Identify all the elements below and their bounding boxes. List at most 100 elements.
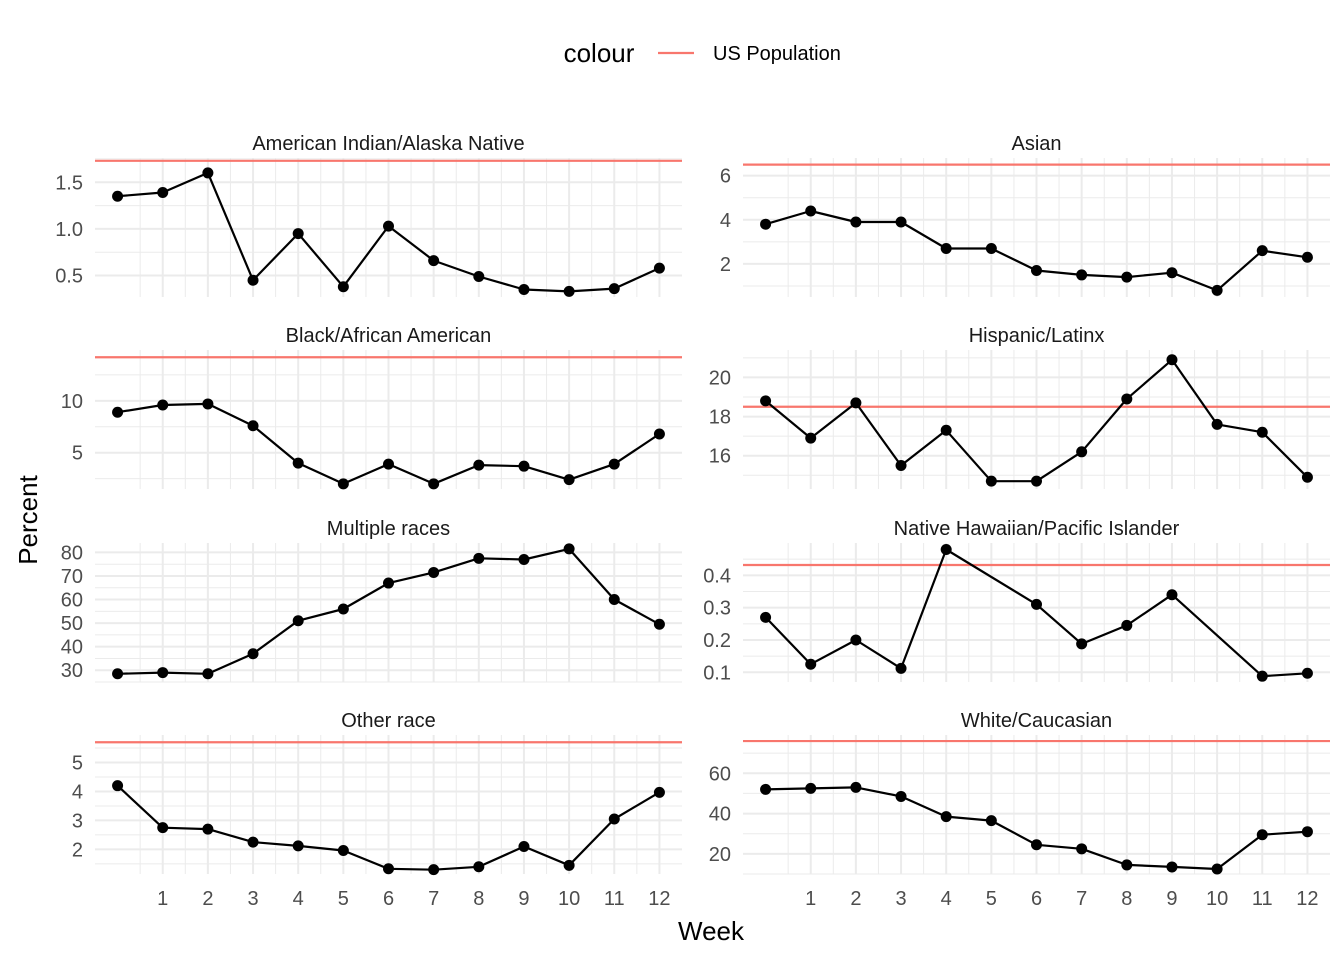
data-point bbox=[247, 274, 259, 286]
legend-title: colour bbox=[564, 38, 635, 68]
data-point bbox=[1121, 859, 1133, 871]
data-point bbox=[653, 262, 665, 274]
facet-title: Asian bbox=[1011, 133, 1061, 155]
data-point bbox=[337, 603, 349, 615]
data-point bbox=[805, 432, 817, 444]
facet-title: Multiple races bbox=[327, 518, 450, 540]
y-tick-label: 40 bbox=[709, 804, 731, 826]
data-point bbox=[1256, 426, 1268, 438]
data-point bbox=[518, 460, 530, 472]
data-point bbox=[383, 458, 394, 470]
x-tick-label: 3 bbox=[895, 888, 906, 910]
data-point bbox=[1076, 446, 1088, 458]
data-point bbox=[940, 242, 952, 254]
data-point bbox=[1301, 251, 1313, 263]
x-tick-label: 5 bbox=[986, 888, 997, 910]
facet-panel: Black/African American 5 10 bbox=[61, 325, 682, 490]
data-point bbox=[985, 815, 997, 827]
data-point bbox=[895, 460, 907, 472]
facet-title: White/Caucasian bbox=[961, 710, 1112, 732]
y-tick-label: 70 bbox=[61, 566, 83, 588]
data-point bbox=[247, 836, 259, 848]
y-tick-label: 4 bbox=[720, 210, 731, 232]
y-tick-label: 30 bbox=[61, 660, 83, 682]
data-point bbox=[608, 594, 620, 606]
data-point bbox=[940, 424, 952, 436]
data-point bbox=[608, 283, 620, 295]
data-point bbox=[428, 478, 440, 490]
facet-title: Black/African American bbox=[286, 325, 492, 347]
data-point bbox=[428, 255, 440, 267]
x-tick-label: 4 bbox=[941, 888, 952, 910]
x-tick-label: 4 bbox=[293, 888, 304, 910]
data-point bbox=[1031, 265, 1042, 277]
data-point bbox=[337, 845, 349, 857]
data-point bbox=[805, 658, 817, 670]
x-tick-label: 11 bbox=[1252, 888, 1273, 910]
data-point bbox=[292, 615, 304, 627]
y-tick-label: 0.2 bbox=[703, 630, 731, 652]
y-tick-label: 40 bbox=[61, 637, 83, 659]
data-point bbox=[805, 205, 817, 217]
data-point bbox=[895, 216, 907, 228]
data-point bbox=[383, 863, 394, 875]
data-point bbox=[563, 859, 575, 871]
data-point bbox=[1211, 863, 1223, 875]
data-point bbox=[1166, 267, 1178, 279]
facet-title: Other race bbox=[341, 710, 435, 732]
facet-title: Native Hawaiian/Pacific Islander bbox=[894, 518, 1180, 540]
data-point bbox=[157, 399, 169, 411]
y-tick-label: 20 bbox=[709, 844, 731, 866]
data-point bbox=[940, 811, 952, 823]
data-point bbox=[895, 790, 907, 802]
data-point bbox=[653, 786, 665, 798]
y-tick-label: 0.3 bbox=[703, 598, 731, 620]
data-point bbox=[1166, 589, 1178, 601]
y-tick-label: 80 bbox=[61, 542, 83, 564]
data-point bbox=[518, 840, 530, 852]
y-tick-label: 16 bbox=[709, 446, 731, 468]
data-point bbox=[1211, 418, 1223, 430]
data-point bbox=[428, 864, 440, 876]
data-point bbox=[850, 781, 862, 793]
data-point bbox=[1121, 271, 1133, 283]
data-point bbox=[895, 662, 907, 674]
data-point bbox=[247, 648, 259, 660]
y-tick-label: 1.0 bbox=[55, 219, 83, 241]
y-axis-title: Percent bbox=[13, 474, 43, 564]
data-point bbox=[1301, 826, 1313, 838]
data-point bbox=[292, 228, 304, 240]
data-point bbox=[157, 667, 169, 679]
data-point bbox=[760, 783, 772, 795]
data-point bbox=[202, 167, 214, 179]
data-point bbox=[760, 611, 772, 623]
facet-panel: Hispanic/Latinx 16 18 20 bbox=[709, 325, 1330, 489]
data-point bbox=[1211, 284, 1223, 296]
y-tick-label: 60 bbox=[61, 590, 83, 612]
y-tick-label: 50 bbox=[61, 613, 83, 635]
data-point bbox=[473, 861, 485, 873]
data-point bbox=[1256, 670, 1268, 682]
data-point bbox=[1256, 829, 1268, 841]
y-tick-label: 0.4 bbox=[703, 565, 731, 587]
x-tick-label: 12 bbox=[648, 888, 670, 910]
data-point bbox=[202, 668, 214, 680]
data-point bbox=[383, 220, 394, 232]
data-point bbox=[112, 668, 124, 680]
x-tick-label: 12 bbox=[1296, 888, 1318, 910]
data-point bbox=[157, 187, 169, 199]
data-point bbox=[518, 553, 530, 565]
facet-title: Hispanic/Latinx bbox=[969, 325, 1105, 347]
y-tick-label: 60 bbox=[709, 763, 731, 785]
y-tick-label: 4 bbox=[72, 781, 83, 803]
x-tick-label: 10 bbox=[558, 888, 580, 910]
data-point bbox=[850, 397, 862, 409]
data-point bbox=[112, 190, 124, 202]
x-tick-label: 6 bbox=[1031, 888, 1042, 910]
x-tick-label: 2 bbox=[850, 888, 861, 910]
data-point bbox=[985, 242, 997, 254]
data-point bbox=[473, 552, 485, 564]
